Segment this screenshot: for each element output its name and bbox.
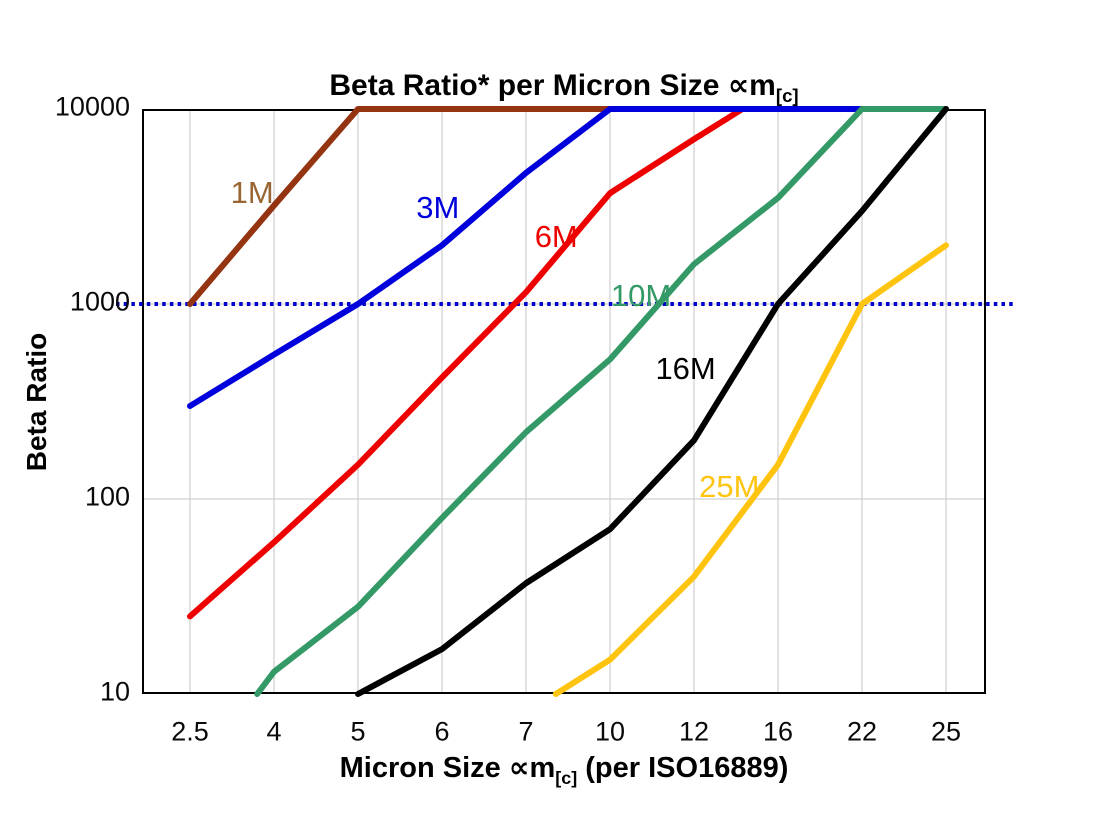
y-axis-title: Beta Ratio bbox=[21, 332, 52, 472]
x-tick-label-22: 22 bbox=[846, 716, 878, 747]
x-axis-title-suffix: (per ISO16889) bbox=[577, 752, 789, 784]
y-tick-label-10: 10 bbox=[99, 676, 130, 707]
series-label-6M: 6M bbox=[534, 219, 578, 255]
series-label-25M: 25M bbox=[699, 469, 760, 505]
series-label-3M: 3M bbox=[416, 190, 460, 226]
series-10M bbox=[254, 106, 949, 697]
series-label-10M: 10M bbox=[610, 277, 672, 313]
x-axis-title: Micron Size ∝m[c] (per ISO16889) bbox=[142, 750, 986, 789]
x-axis-title-text: Micron Size bbox=[339, 752, 509, 784]
x-tick-label-4: 4 bbox=[266, 716, 282, 747]
x-tick-label-5: 5 bbox=[350, 716, 366, 747]
series-3M bbox=[187, 106, 865, 409]
series-label-1M: 1M bbox=[230, 175, 274, 211]
x-tick-label-2.5: 2.5 bbox=[171, 716, 209, 747]
chart-title-text: Beta Ratio* per Micron Size bbox=[329, 69, 728, 102]
vertical-gridlines bbox=[189, 109, 947, 694]
x-tick-label-6: 6 bbox=[434, 716, 450, 747]
x-tick-label-10: 10 bbox=[594, 716, 626, 747]
x-tick-label-12: 12 bbox=[678, 716, 710, 747]
x-axis-title-subscript: [c] bbox=[555, 767, 578, 788]
proportional-symbol: ∝m bbox=[508, 752, 556, 784]
chart-title: Beta Ratio* per Micron Size ∝m[c] bbox=[142, 68, 986, 107]
x-tick-label-7: 7 bbox=[518, 716, 534, 747]
y-tick-label-10000: 10000 bbox=[54, 91, 130, 122]
y-tick-label-100: 100 bbox=[84, 481, 130, 512]
y-tick-label-1000: 1000 bbox=[69, 286, 130, 317]
series-label-16M: 16M bbox=[655, 350, 716, 386]
chart-title-subscript: [c] bbox=[775, 85, 799, 106]
x-tick-label-25: 25 bbox=[930, 716, 962, 747]
proportional-symbol: ∝m bbox=[727, 69, 776, 102]
series-25M bbox=[552, 242, 949, 697]
series-16M bbox=[355, 106, 949, 697]
series-1M bbox=[187, 106, 613, 307]
x-tick-label-16: 16 bbox=[762, 716, 794, 747]
